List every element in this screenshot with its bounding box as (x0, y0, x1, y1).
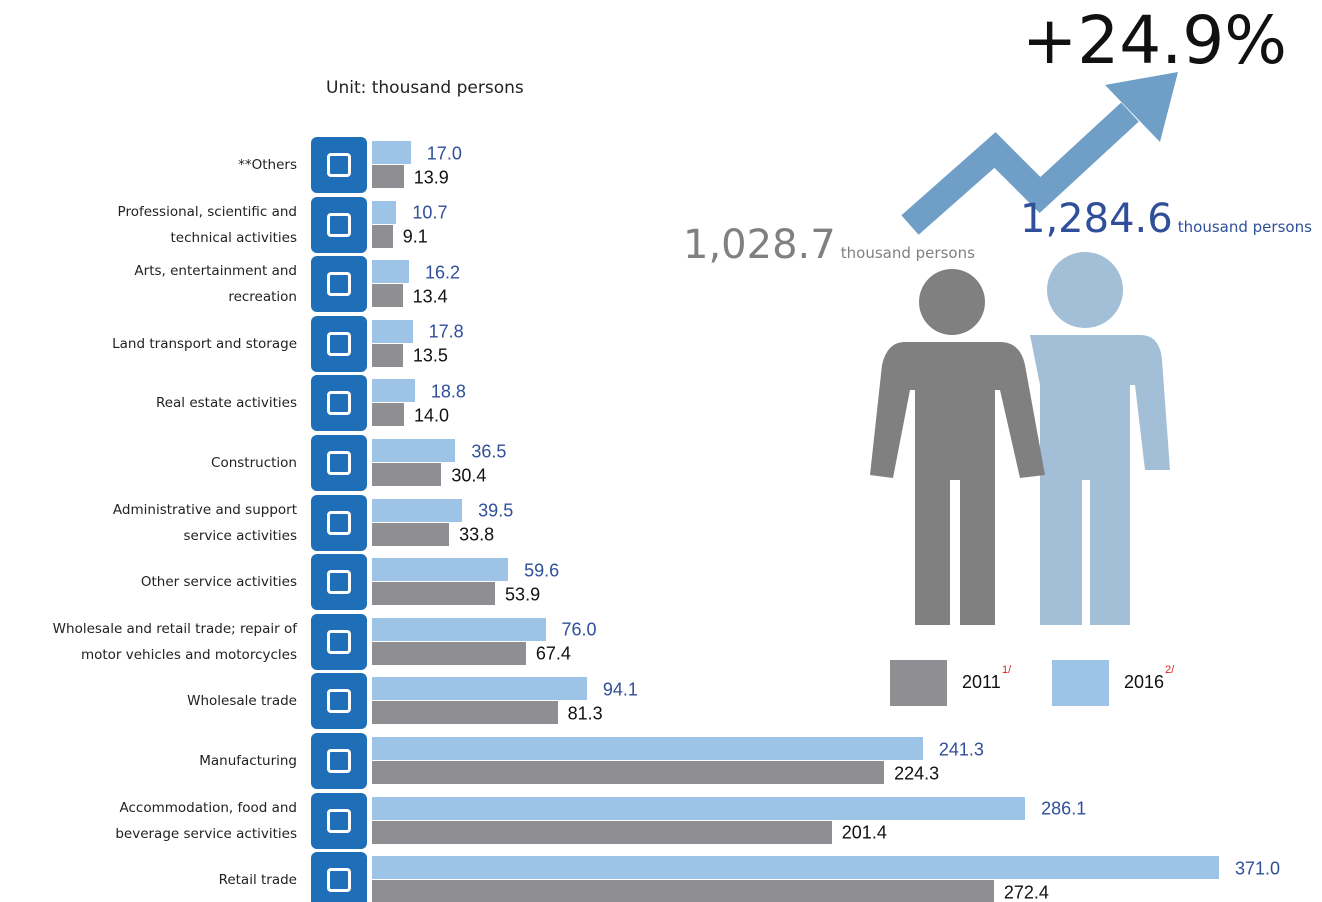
category-icon (311, 852, 367, 902)
bar (372, 880, 994, 902)
growth-arrow (901, 102, 1139, 235)
category-icon (311, 375, 367, 432)
bar (372, 141, 411, 164)
total-value: 1,028.7 (683, 222, 836, 268)
bar (372, 284, 403, 308)
category-label: Administrative and support service activ… (112, 501, 297, 544)
value-label: 201.4 (841, 822, 887, 843)
bar (372, 677, 587, 701)
category-label: Real estate activities (155, 395, 297, 412)
category-icon (311, 315, 367, 372)
category-icon (311, 792, 367, 849)
bar (372, 439, 456, 462)
category-label: **Others (238, 157, 297, 173)
value-label: 39.5 (478, 500, 514, 521)
value-label: 10.7 (412, 202, 448, 223)
legend-note: 2/ (1165, 664, 1175, 676)
bar (372, 558, 509, 582)
total-2011: 1,028.7 thousand persons (683, 222, 975, 268)
value-label: 76.0 (561, 619, 597, 640)
category-label: Retail trade (218, 872, 297, 889)
bar (372, 224, 393, 248)
bar (372, 737, 923, 760)
value-label: 17.0 (426, 143, 462, 163)
category-icon (311, 435, 367, 491)
category-label: Land transport and storage (112, 335, 297, 352)
bar (372, 200, 397, 224)
value-label: 241.3 (938, 739, 984, 759)
category-icon (311, 613, 367, 670)
legend-label: 2016 (1124, 672, 1165, 692)
growth-label: +24.9% (1022, 2, 1287, 79)
bar (372, 379, 415, 403)
unit-label: Unit: thousand persons (326, 78, 524, 98)
category-label: Manufacturing (199, 753, 297, 769)
bar (372, 522, 450, 546)
bar (372, 319, 413, 343)
category-label: Professional, scientific and technical a… (117, 203, 297, 246)
bar (372, 498, 463, 522)
bar (372, 761, 885, 784)
category-icon (311, 256, 367, 313)
value-label: 13.9 (413, 167, 449, 187)
bar (372, 820, 832, 844)
value-label: 30.4 (451, 465, 487, 485)
bar (372, 701, 558, 725)
value-label: 18.8 (430, 381, 466, 402)
total-unit: thousand persons (1177, 218, 1312, 236)
value-label: 13.5 (412, 345, 448, 366)
value-label: 286.1 (1041, 798, 1087, 819)
legend-note: 1/ (1002, 664, 1012, 676)
legend-swatch (890, 660, 947, 706)
category-icon (311, 554, 367, 611)
value-label: 14.0 (413, 405, 449, 426)
value-label: 36.5 (471, 441, 507, 461)
bar (372, 582, 496, 606)
category-label: Arts, entertainment and recreation (134, 263, 297, 306)
value-label: 67.4 (535, 643, 571, 664)
bar (372, 463, 442, 486)
bar (372, 641, 526, 665)
value-label: 17.8 (428, 321, 464, 342)
category-icon (311, 196, 367, 253)
bar (372, 856, 1219, 880)
value-label: 224.3 (894, 763, 940, 783)
bar (372, 260, 409, 284)
value-label: 94.1 (602, 679, 638, 700)
category-icon (311, 494, 367, 551)
person-2011 (870, 269, 1045, 625)
arrow-head (1105, 72, 1178, 142)
value-label: 33.8 (459, 524, 495, 545)
bar (372, 343, 403, 367)
bar (372, 165, 404, 188)
category-icon (311, 137, 367, 193)
value-label: 272.4 (1003, 882, 1049, 902)
category-label: Wholesale trade (187, 693, 297, 710)
total-value: 1,284.6 (1020, 196, 1173, 242)
value-label: 9.1 (402, 226, 428, 247)
total-2016: 1,284.6 thousand persons (1020, 196, 1312, 242)
legend-label: 2011 (962, 672, 1001, 692)
category-label: Wholesale and retail trade; repair of mo… (52, 620, 297, 663)
value-label: 371.0 (1234, 858, 1281, 879)
value-label: 81.3 (567, 703, 603, 724)
bar (372, 796, 1026, 820)
bar (372, 403, 404, 427)
value-label: 53.9 (505, 584, 541, 605)
category-icon (311, 673, 367, 730)
legend-swatch (1052, 660, 1109, 706)
bar (372, 617, 546, 641)
total-unit: thousand persons (840, 244, 975, 262)
category-label: Other service activities (140, 574, 297, 591)
category-icon (311, 733, 367, 789)
value-label: 59.6 (524, 560, 560, 581)
value-label: 16.2 (424, 262, 461, 283)
value-label: 13.4 (412, 286, 448, 307)
category-label: Construction (211, 455, 297, 471)
person-2016 (1030, 252, 1170, 625)
category-label: Accommodation, food and beverage service… (115, 799, 297, 842)
